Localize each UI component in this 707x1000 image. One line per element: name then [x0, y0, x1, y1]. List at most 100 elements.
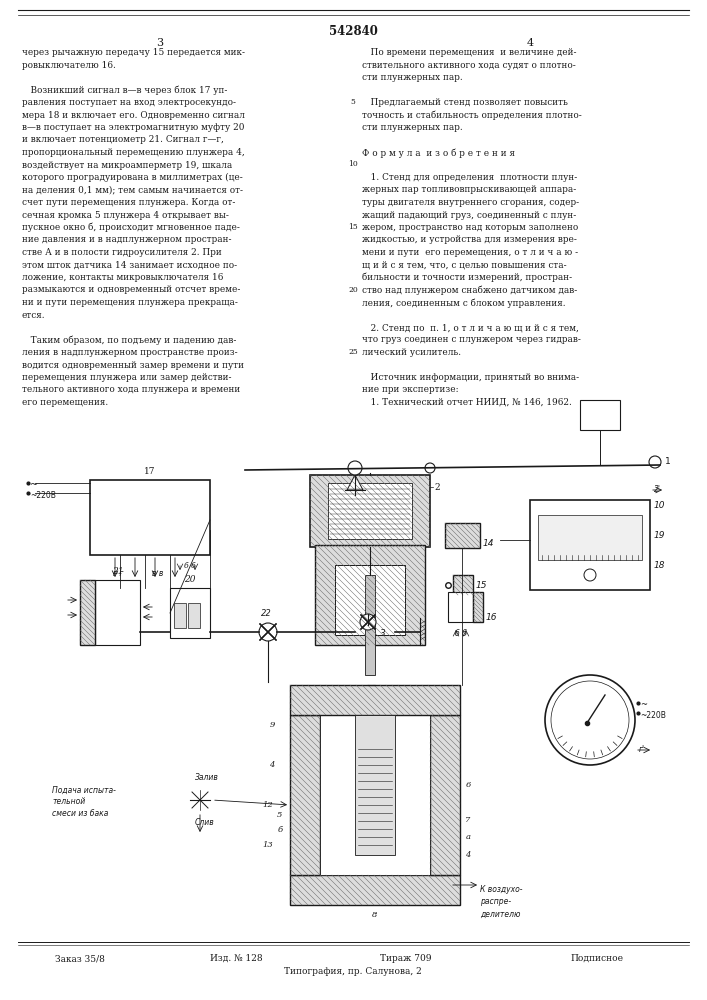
Circle shape [259, 623, 277, 641]
Bar [80, 580, 95, 645]
Bar [530, 500, 650, 590]
Text: 5: 5 [351, 98, 356, 106]
Text: г г: г г [113, 568, 123, 578]
Text: ~220В: ~220В [640, 710, 666, 720]
Circle shape [649, 456, 661, 468]
Text: б: б [277, 826, 283, 834]
Text: туры двигателя внутреннего сгорания, содер-: туры двигателя внутреннего сгорания, сод… [362, 198, 579, 207]
Bar [320, 715, 430, 875]
Circle shape [545, 675, 635, 765]
Text: 3: 3 [156, 38, 163, 48]
Text: 4: 4 [465, 851, 471, 859]
Text: мера 18 и включает его. Одновременно сигнал: мера 18 и включает его. Одновременно сиг… [22, 110, 245, 119]
Text: жером, пространство над которым заполнено: жером, пространство над которым заполнен… [362, 223, 578, 232]
Text: 22: 22 [261, 609, 271, 618]
Text: 9: 9 [269, 721, 275, 729]
Text: 4: 4 [269, 761, 275, 769]
Text: а: а [465, 833, 470, 841]
Text: пускное окно б, происходит мгновенное паде-: пускное окно б, происходит мгновенное па… [22, 223, 240, 232]
Text: жидкостью, и устройства для измерения вре-: жидкостью, и устройства для измерения вр… [362, 235, 577, 244]
Text: Таким образом, по подъему и падению дав-: Таким образом, по подъему и падению дав- [22, 336, 236, 345]
Text: 7: 7 [465, 816, 471, 824]
Text: через рычажную передачу 15 передается мик-: через рычажную передачу 15 передается ми… [22, 48, 245, 57]
Text: 10: 10 [348, 160, 358, 168]
Text: По времени перемещения  и величине дей-: По времени перемещения и величине дей- [362, 48, 576, 57]
Text: пропорциональный перемещению плунжера 4,: пропорциональный перемещению плунжера 4, [22, 148, 245, 157]
Text: ровыключателю 16.: ровыключателю 16. [22, 60, 116, 70]
Text: жащий падающий груз, соединенный с плун-: жащий падающий груз, соединенный с плун- [362, 211, 576, 220]
Text: жерных пар топливовпрыскивающей аппара-: жерных пар топливовпрыскивающей аппара- [362, 186, 576, 194]
Text: 15: 15 [348, 223, 358, 231]
Text: К воздухо-: К воздухо- [480, 886, 522, 894]
Bar [174, 603, 186, 628]
Text: Предлагаемый стенд позволяет повысить: Предлагаемый стенд позволяет повысить [362, 98, 568, 107]
Text: б б: б б [185, 562, 196, 570]
Text: 12: 12 [262, 801, 274, 809]
Text: 5: 5 [277, 811, 283, 819]
Text: ние при экспертизе:: ние при экспертизе: [362, 385, 459, 394]
Text: Слив: Слив [195, 818, 215, 827]
Text: 1. Стенд для определения  плотности плун-: 1. Стенд для определения плотности плун- [362, 173, 577, 182]
Bar [365, 575, 375, 675]
Text: в в: в в [152, 568, 164, 578]
Text: 542840: 542840 [329, 25, 378, 38]
Text: Заказ 35/8: Заказ 35/8 [55, 954, 105, 963]
Text: Типография, пр. Салунова, 2: Типография, пр. Салунова, 2 [284, 967, 422, 976]
Text: 2': 2' [654, 486, 661, 494]
Bar [315, 545, 425, 645]
Text: 2: 2 [434, 483, 440, 491]
Text: точность и стабильность определения плотно-: точность и стабильность определения плот… [362, 110, 582, 120]
Text: Источник информации, принятый во внима-: Источник информации, принятый во внима- [362, 373, 579, 382]
Bar [310, 475, 430, 547]
Text: стве А и в полости гидроусилителя 2. При: стве А и в полости гидроусилителя 2. При [22, 248, 222, 257]
Bar [448, 592, 473, 622]
Text: мени и пути  его перемещения, о т л и ч а ю -: мени и пути его перемещения, о т л и ч а… [362, 248, 578, 257]
Text: 17: 17 [144, 467, 156, 476]
Text: ления, соединенным с блоком управления.: ления, соединенным с блоком управления. [362, 298, 566, 308]
Text: 20: 20 [185, 575, 196, 584]
Text: счет пути перемещения плунжера. Когда от-: счет пути перемещения плунжера. Когда от… [22, 198, 235, 207]
Text: ~: ~ [30, 480, 38, 490]
Text: Изд. № 128: Изд. № 128 [210, 954, 262, 963]
Text: его перемещения.: его перемещения. [22, 398, 108, 407]
Bar [328, 483, 412, 539]
Text: 2. Стенд по  п. 1, о т л и ч а ю щ и й с я тем,: 2. Стенд по п. 1, о т л и ч а ю щ и й с … [362, 323, 579, 332]
Bar [90, 480, 210, 555]
Text: в—в поступает на электромагнитную муфту 20: в—в поступает на электромагнитную муфту … [22, 123, 245, 132]
Text: и включает потенциометр 21. Сигнал г—г,: и включает потенциометр 21. Сигнал г—г, [22, 135, 224, 144]
Text: 18: 18 [654, 560, 665, 570]
Bar [430, 715, 460, 875]
Text: ни и пути перемещения плунжера прекраща-: ни и пути перемещения плунжера прекраща- [22, 298, 238, 307]
Text: 14: 14 [483, 538, 494, 548]
Bar [580, 400, 620, 430]
Text: Залив: Залив [195, 773, 219, 782]
Text: 4: 4 [527, 38, 534, 48]
Text: 1: 1 [665, 458, 671, 466]
Text: Ф о р м у л а  и з о б р е т е н и я: Ф о р м у л а и з о б р е т е н и я [362, 148, 515, 157]
Text: распре-: распре- [480, 898, 511, 906]
Text: ется.: ется. [22, 310, 46, 320]
Text: ~: ~ [640, 700, 647, 710]
Text: равления поступает на вход электросекундо-: равления поступает на вход электросекунд… [22, 98, 236, 107]
Text: 19: 19 [654, 530, 665, 540]
Text: делителю: делителю [480, 910, 520, 918]
Bar [335, 565, 405, 635]
Text: 6: 6 [465, 781, 471, 789]
Bar [355, 715, 395, 855]
Text: 3: 3 [380, 630, 386, 639]
Text: размыкаются и одновременный отсчет време-: размыкаются и одновременный отсчет време… [22, 286, 240, 294]
Bar [290, 715, 320, 875]
Text: 21: 21 [112, 567, 123, 576]
Text: водится одновременный замер времени и пути: водится одновременный замер времени и пу… [22, 360, 244, 369]
Circle shape [425, 463, 435, 473]
Circle shape [584, 569, 596, 581]
Text: 10: 10 [654, 500, 665, 510]
Text: бильности и точности измерений, простран-: бильности и точности измерений, простран… [362, 273, 572, 282]
Circle shape [360, 614, 376, 630]
Bar [453, 575, 473, 595]
Bar [170, 588, 210, 638]
Text: тельного активного хода плунжера и времени: тельного активного хода плунжера и време… [22, 385, 240, 394]
Text: сечная кромка 5 плунжера 4 открывает вы-: сечная кромка 5 плунжера 4 открывает вы- [22, 211, 229, 220]
Text: ство над плунжером снабжено датчиком дав-: ство над плунжером снабжено датчиком дав… [362, 286, 577, 295]
Text: лический усилитель.: лический усилитель. [362, 348, 461, 357]
